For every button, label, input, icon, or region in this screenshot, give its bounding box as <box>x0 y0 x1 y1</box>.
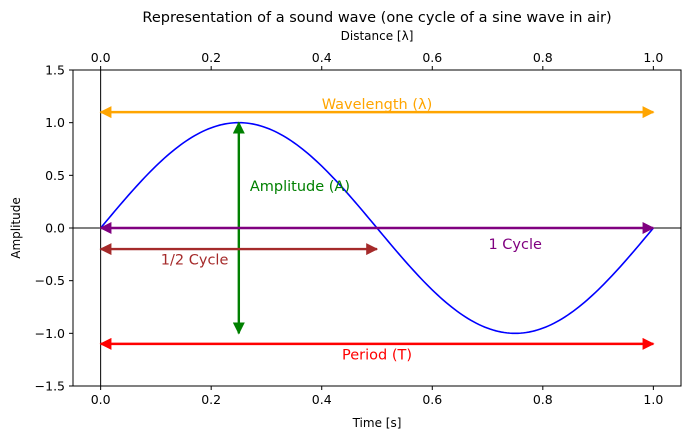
x2-tick-label: 0.8 <box>533 50 553 65</box>
x2-tick-label: 0.6 <box>422 50 442 65</box>
x-tick-label: 0.8 <box>533 392 553 407</box>
x-tick-label: 0.6 <box>422 392 442 407</box>
plot-area: Wavelength (λ) Amplitude (A) 1 Cycle 1/2 Cy… <box>35 50 682 407</box>
y-tick-label: 0.0 <box>45 221 65 236</box>
x2-tick-label: 0.4 <box>312 50 332 65</box>
y-tick-label: 1.0 <box>45 115 65 130</box>
y-tick-label: −0.5 <box>35 273 65 288</box>
x-tick-label: 0.2 <box>201 392 221 407</box>
x2-tick-label: 0.2 <box>201 50 221 65</box>
y-tick-label: 1.5 <box>45 63 65 78</box>
x2-tick-label: 1.0 <box>643 50 663 65</box>
y-tick-label: −1.0 <box>35 326 65 341</box>
annotation-label-1-2-cycle: 1/2 Cycle <box>161 253 229 269</box>
annotation-label-wavelength: Wavelength (λ) <box>322 97 433 113</box>
x-tick-label: 1.0 <box>643 392 663 407</box>
annotation-label-1-cycle: 1 Cycle <box>488 237 542 253</box>
y-axis-label: Amplitude <box>9 197 23 259</box>
chart-title: Representation of a sound wave (one cycl… <box>142 10 611 26</box>
annotation-label-period-t: Period (T) <box>342 347 412 363</box>
y-tick-label: −1.5 <box>35 379 65 394</box>
annotation-label-amplitude-a: Amplitude (A) <box>250 179 350 195</box>
x-tick-label: 0.4 <box>312 392 332 407</box>
x-tick-label: 0.0 <box>91 392 111 407</box>
x2-axis-label: Distance [λ] <box>341 29 414 43</box>
x-axis-label: Time [s] <box>352 416 402 430</box>
y-tick-label: 0.5 <box>45 168 65 183</box>
x2-tick-label: 0.0 <box>91 50 111 65</box>
